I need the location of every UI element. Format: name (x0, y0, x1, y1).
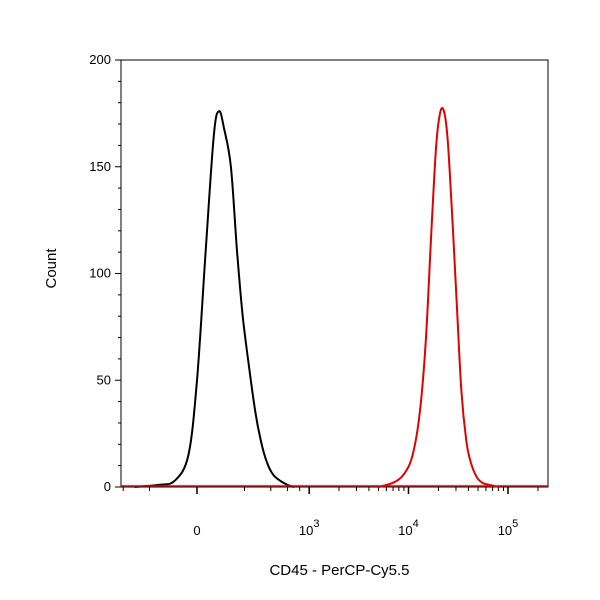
x-tick-label: 104 (398, 518, 419, 538)
y-tick-label: 150 (89, 159, 111, 174)
x-tick-label: 0 (193, 523, 200, 538)
series-layer (121, 107, 548, 488)
y-axis: 0 50 100 150 200 (89, 52, 121, 494)
x-tick-label: 105 (498, 518, 519, 538)
y-tick-label: 50 (97, 372, 111, 387)
plot-frame (120, 59, 549, 488)
y-tick-label: 200 (89, 52, 111, 67)
x-tick-label: 103 (299, 518, 320, 538)
x-axis: 0 103 104 105 (122, 487, 539, 538)
y-tick-label: 0 (104, 479, 111, 494)
x-axis-label: CD45 - PerCP-Cy5.5 (269, 562, 409, 579)
series-line-0 (134, 110, 295, 488)
y-tick-label: 100 (89, 266, 111, 281)
series-line-1 (378, 107, 499, 488)
y-axis-label: Count (43, 248, 60, 289)
